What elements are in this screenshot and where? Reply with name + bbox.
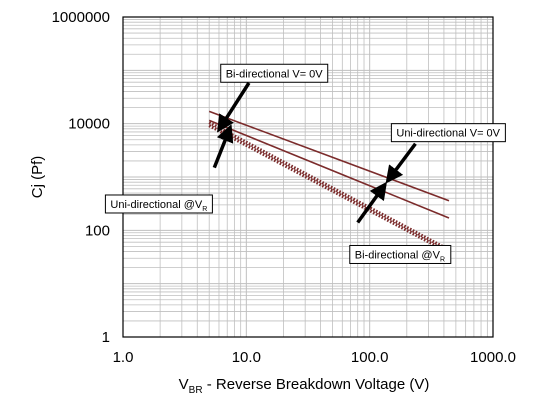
- annotation-label: Bi-directional V= 0V: [220, 63, 329, 83]
- x-axis-title-sub: BR: [189, 385, 203, 396]
- series-line: [208, 124, 450, 255]
- y-tick-label: 10000: [68, 116, 110, 133]
- annotation-arrow: [356, 181, 387, 224]
- annotation-label: Uni-directional V= 0V: [390, 123, 506, 143]
- y-axis-ticks: 1 100 10000 1000000: [52, 9, 110, 346]
- annotation-box: [390, 123, 506, 143]
- annotation-text: Bi-directional @VR: [355, 249, 445, 263]
- annotation-text: Uni-directional V= 0V: [396, 128, 500, 140]
- y-tick-label: 100: [85, 222, 110, 239]
- annotation-arrow: [212, 124, 234, 169]
- annotation-box: [104, 194, 213, 214]
- x-tick-label: 1.0: [113, 349, 134, 366]
- annotation-box: [349, 244, 452, 264]
- series-lines: [208, 110, 450, 255]
- annotation-arrow: [385, 142, 417, 184]
- y-axis-title: Cj (Pf): [29, 156, 46, 199]
- x-axis-title: VBR - Reverse Breakdown Voltage (V): [179, 376, 430, 396]
- x-axis-title-rest: - Reverse Breakdown Voltage (V): [203, 376, 430, 393]
- annotation-text: Uni-directional @VR: [110, 199, 207, 213]
- annotation-text-sub: R: [440, 256, 445, 263]
- series-line: [208, 121, 450, 252]
- annotation-label: Bi-directional @VR: [349, 244, 452, 264]
- annotation-box: [220, 63, 329, 83]
- plot-frame: [122, 16, 494, 338]
- y-tick-label: 1: [102, 329, 110, 346]
- series-line: [208, 110, 450, 202]
- x-tick-label: 1000.0: [470, 349, 516, 366]
- annotation-label: Uni-directional @VR: [104, 194, 213, 214]
- annotation-text-main: Uni-directional V= 0V: [396, 128, 500, 140]
- y-tick-label: 1000000: [52, 9, 110, 26]
- annotation-arrow: [217, 82, 251, 133]
- x-tick-label: 10.0: [232, 349, 261, 366]
- x-axis-ticks: 1.0 10.0 100.0 1000.0: [113, 349, 516, 366]
- series-line: [208, 119, 450, 219]
- annotation-text: Bi-directional V= 0V: [226, 68, 324, 80]
- annotations: Bi-directional V= 0V Uni-directional V= 0…: [104, 63, 506, 264]
- x-axis-title-main: V: [179, 376, 189, 393]
- x-tick-label: 100.0: [351, 349, 389, 366]
- annotation-text-sub: R: [202, 206, 207, 213]
- annotation-text-main: Bi-directional V= 0V: [226, 68, 324, 80]
- annotation-text-main: Bi-directional @V: [355, 249, 441, 261]
- annotation-text-main: Uni-directional @V: [110, 199, 203, 211]
